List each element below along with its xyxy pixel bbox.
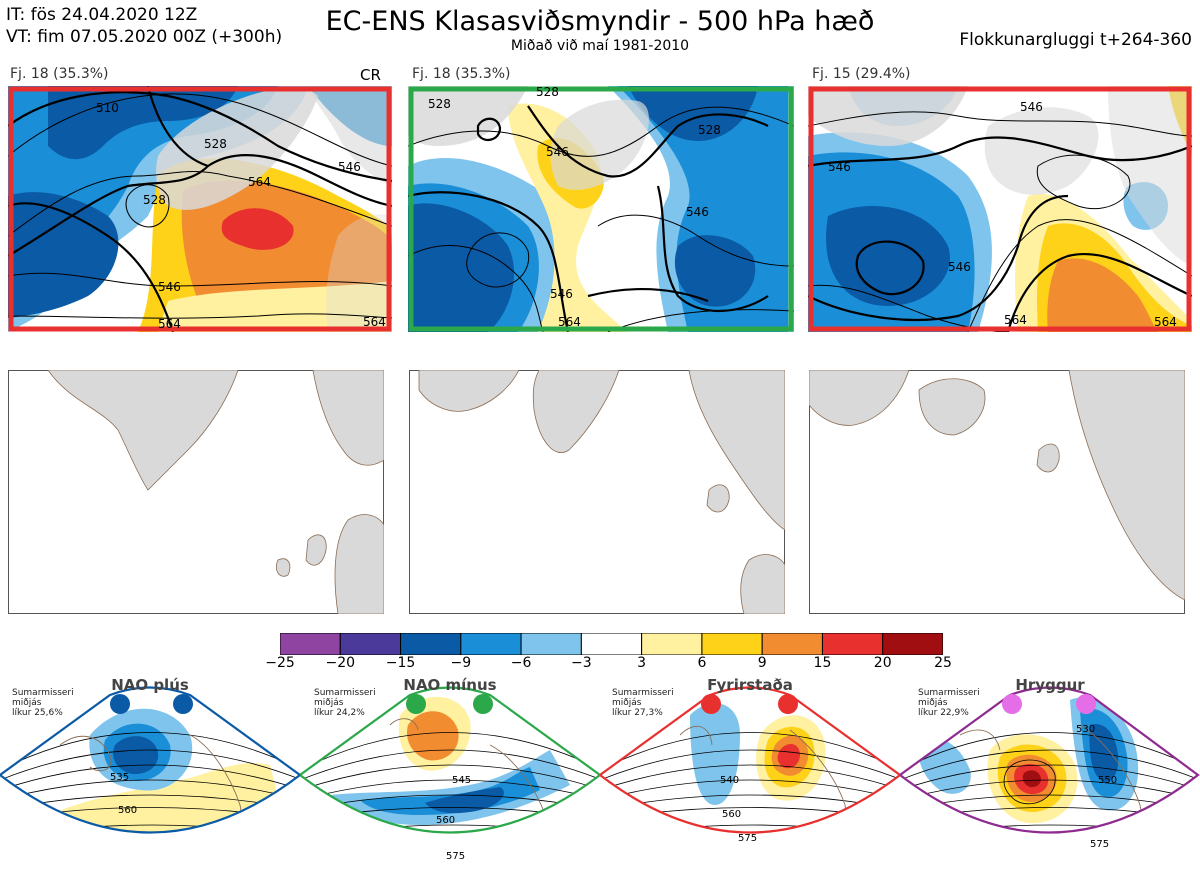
regime-3-note: Sumarmisseri miðjás líkur 27,3% <box>612 688 674 718</box>
colorbar-tick-label: −20 <box>325 655 356 671</box>
colorbar-tick-label: −6 <box>510 655 532 671</box>
regime-marker <box>1002 694 1022 714</box>
colorbar-swatch <box>279 632 341 656</box>
contour-label: 546 <box>550 287 573 301</box>
regime-2-title: NAO mínus <box>403 676 497 694</box>
colorbar-tick-label: 6 <box>697 655 707 671</box>
contour-label: 528 <box>143 193 166 207</box>
cluster-map-1: 510 528 564 546 564 528 546 564 <box>8 86 392 332</box>
classification-window: Flokkunargluggi t+264-360 <box>959 30 1192 50</box>
regime-1-note: Sumarmisseri miðjás líkur 25,6% <box>12 688 74 718</box>
regime-1-title: NAO plús <box>111 676 189 694</box>
base-map-2 <box>409 370 785 614</box>
init-time: IT: fös 24.04.2020 12Z <box>6 5 198 25</box>
base-map-3 <box>809 370 1185 614</box>
colorbar-swatch <box>580 632 643 656</box>
contour-label: 564 <box>248 175 271 189</box>
contour-label: 535 <box>110 772 129 783</box>
regime-marker <box>778 694 798 714</box>
contour-label: 564 <box>158 317 181 331</box>
regime-marker <box>701 694 721 714</box>
contour-label: 528 <box>536 86 559 99</box>
colorbar-swatch <box>641 632 703 656</box>
contour-label: 528 <box>428 97 451 111</box>
colorbar-swatch <box>821 632 884 656</box>
contour-label: 528 <box>204 137 227 151</box>
regime-panel-3: 540 560 575 <box>598 675 902 875</box>
contour-label: 560 <box>436 815 455 826</box>
regime-panel-1: 535 560 <box>0 675 302 875</box>
anomaly-colorbar <box>279 632 944 659</box>
colorbar-swatch <box>460 632 522 656</box>
cluster-map-3: 546 546 546 564 564 <box>808 86 1192 332</box>
contour-label: 564 <box>1004 313 1027 327</box>
contour-label: 510 <box>96 101 119 115</box>
colorbar-tick-label: 9 <box>757 655 767 671</box>
colorbar-tick-label: 15 <box>813 655 832 671</box>
contour-label: 546 <box>828 160 851 174</box>
colorbar-tick-label: 3 <box>637 655 647 671</box>
regime-panel-4: 530 550 575 <box>898 675 1200 875</box>
regime-panel-2: 545 560 575 <box>298 675 602 875</box>
panel-1-border <box>8 86 392 332</box>
colorbar-tick-label: −9 <box>450 655 472 671</box>
regime-marker <box>110 694 130 714</box>
contour-label: 560 <box>118 805 137 816</box>
contour-label: 564 <box>558 315 581 329</box>
valid-time: VT: fim 07.05.2020 00Z (+300h) <box>6 27 283 47</box>
contour-label: 546 <box>948 260 971 274</box>
panel-1-label: Fj. 18 (35.3%) <box>10 66 109 82</box>
colorbar-swatch <box>339 632 402 656</box>
base-map-1 <box>8 370 384 614</box>
colorbar-tick-label: 20 <box>873 655 892 671</box>
contour-label: 550 <box>1098 775 1117 786</box>
colorbar-tick-label: 25 <box>934 655 952 671</box>
contour-label: 564 <box>1154 315 1177 329</box>
colorbar-tick-label: −15 <box>385 655 416 671</box>
colorbar-ticks: −25 −20 −15 −9 −6 −3 3 6 9 15 20 25 <box>265 655 952 675</box>
contour-label: 546 <box>546 145 569 159</box>
page-subtitle: Miðað við maí 1981-2010 <box>510 38 690 54</box>
contour-label: 546 <box>338 160 361 174</box>
regime-marker <box>1076 694 1096 714</box>
regime-marker <box>406 694 426 714</box>
regime-marker <box>173 694 193 714</box>
panel-3-label: Fj. 15 (29.4%) <box>812 66 911 82</box>
regime-4-title: Hryggur <box>1015 676 1085 694</box>
colorbar-swatch <box>761 632 823 656</box>
panel-2-border <box>408 86 794 332</box>
contour-label: 546 <box>158 280 181 294</box>
colorbar-swatch <box>701 632 763 656</box>
contour-label: 575 <box>446 851 465 862</box>
colorbar-swatch <box>400 632 462 656</box>
panel-2-label: Fj. 18 (35.3%) <box>412 66 511 82</box>
regime-marker <box>473 694 493 714</box>
page-title: EC-ENS Klasasviðsmyndir - 500 hPa hæð <box>325 6 875 37</box>
run-info: IT: fös 24.04.2020 12Z VT: fim 07.05.202… <box>6 4 282 48</box>
regime-3-title: Fyrirstaða <box>707 676 793 694</box>
contour-label: 546 <box>1020 100 1043 114</box>
contour-label: 564 <box>363 315 386 329</box>
regime-2-note: Sumarmisseri miðjás líkur 24,2% <box>314 688 376 718</box>
panel-1-tag: CR <box>360 66 381 84</box>
panel-3-border <box>808 86 1192 332</box>
contour-label: 575 <box>738 833 757 844</box>
contour-label: 528 <box>698 123 721 137</box>
regime-4-note: Sumarmisseri miðjás líkur 22,9% <box>918 688 980 718</box>
contour-label: 560 <box>722 809 741 820</box>
contour-label: 575 <box>1090 839 1109 850</box>
cluster-map-2: 528 528 546 528 546 546 564 <box>408 86 794 332</box>
colorbar-swatch <box>520 632 582 656</box>
contour-label: 546 <box>686 205 709 219</box>
contour-label: 530 <box>1076 724 1095 735</box>
contour-label: 540 <box>720 775 739 786</box>
contour-label: 545 <box>452 775 471 786</box>
colorbar-swatch <box>882 632 944 656</box>
colorbar-tick-label: −3 <box>571 655 592 671</box>
colorbar-tick-label: −25 <box>265 655 295 671</box>
